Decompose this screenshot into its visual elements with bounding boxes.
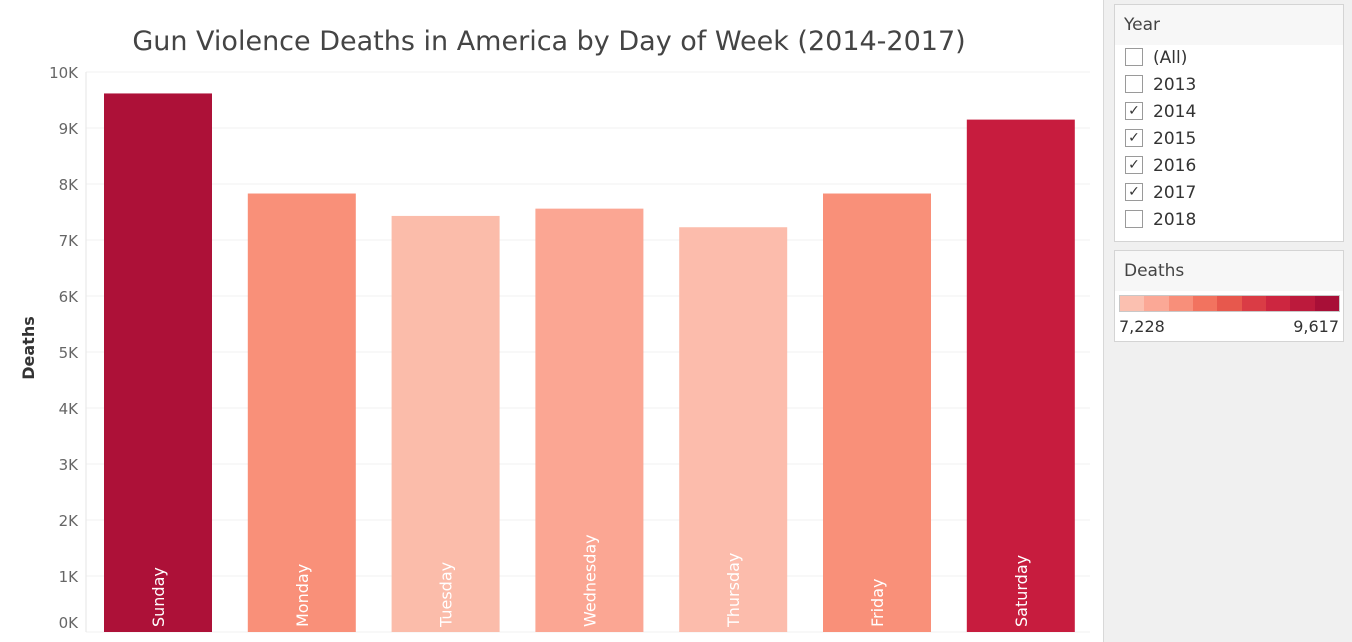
color-swatch — [1217, 296, 1242, 311]
year-filter-card: Year (All) 2013 ✓ 2014 ✓ 2015 ✓ 2016 ✓ 2017 2018 — [1114, 4, 1344, 242]
y-axis-ticks: 0K 1K 2K 3K 4K 5K 6K 7K 8K 9K 10K — [49, 64, 79, 632]
bar-saturday[interactable] — [966, 119, 1075, 633]
y-axis-label: Deaths — [19, 316, 38, 380]
color-swatch — [1120, 296, 1145, 311]
year-filter-item[interactable]: ✓ 2017 — [1115, 180, 1343, 207]
y-tick-label: 2K — [59, 512, 80, 530]
deaths-color-legend: Deaths 7,228 9,617 — [1114, 250, 1344, 342]
year-filter-item[interactable]: (All) — [1115, 45, 1343, 72]
color-legend-title: Deaths — [1115, 251, 1343, 291]
color-swatch — [1314, 296, 1339, 311]
color-swatch — [1168, 296, 1193, 311]
bar-monday[interactable] — [247, 193, 356, 632]
filter-panel: Year (All) 2013 ✓ 2014 ✓ 2015 ✓ 2016 ✓ 2017 2018 D… — [1103, 0, 1352, 642]
color-ramp — [1119, 295, 1340, 312]
checkbox-checked[interactable]: ✓ — [1125, 129, 1143, 147]
y-tick-label: 6K — [59, 288, 80, 306]
y-tick-label: 9K — [59, 120, 80, 138]
bar-label-saturday: Saturday — [1012, 555, 1031, 627]
checkbox-checked[interactable]: ✓ — [1125, 183, 1143, 201]
checkbox-unchecked[interactable] — [1125, 210, 1143, 228]
bar-chart: Gun Violence Deaths in America by Day of… — [19, 26, 1090, 633]
color-swatch — [1265, 296, 1291, 311]
year-filter-item[interactable]: ✓ 2014 — [1115, 99, 1343, 126]
year-filter-label: 2014 — [1153, 102, 1197, 122]
year-filter-item[interactable]: 2018 — [1115, 207, 1343, 234]
chart-title: Gun Violence Deaths in America by Day of… — [132, 26, 965, 57]
y-tick-label: 10K — [49, 64, 79, 82]
color-swatch — [1144, 296, 1169, 311]
y-tick-label: 0K — [59, 614, 80, 632]
bar-label-friday: Friday — [868, 579, 887, 628]
year-filter-label: 2013 — [1153, 75, 1197, 95]
year-filter-item[interactable]: ✓ 2015 — [1115, 126, 1343, 153]
bar-friday[interactable] — [823, 193, 931, 632]
year-filter-label: 2018 — [1153, 210, 1197, 230]
bar-wednesday[interactable] — [535, 208, 644, 632]
checkbox-checked[interactable]: ✓ — [1125, 156, 1143, 174]
chart-area: Gun Violence Deaths in America by Day of… — [19, 26, 1090, 633]
checkbox-unchecked[interactable] — [1125, 48, 1143, 66]
year-filter-title: Year — [1115, 5, 1343, 45]
y-tick-label: 7K — [59, 232, 80, 250]
y-tick-label: 8K — [59, 176, 80, 194]
bar-sunday[interactable] — [104, 93, 212, 632]
bar-tuesday[interactable] — [391, 215, 500, 633]
y-tick-label: 4K — [59, 400, 80, 418]
y-tick-label: 5K — [59, 344, 80, 362]
year-filter-label: 2015 — [1153, 129, 1197, 149]
y-tick-label: 1K — [59, 568, 80, 586]
bar-label-tuesday: Tuesday — [437, 562, 456, 628]
bar-label-thursday: Thursday — [724, 553, 743, 628]
year-filter-list: (All) 2013 ✓ 2014 ✓ 2015 ✓ 2016 ✓ 2017 2018 — [1115, 45, 1343, 234]
bar-thursday[interactable] — [679, 227, 788, 632]
bar-category-labels: Sunday Monday Tuesday Wednesday Thursday Frid… — [149, 534, 1031, 628]
bar-label-monday: Monday — [293, 564, 312, 627]
color-swatch — [1241, 296, 1266, 311]
y-tick-label: 3K — [59, 456, 80, 474]
color-swatch — [1290, 296, 1315, 311]
year-filter-label: 2017 — [1153, 183, 1197, 203]
year-filter-item[interactable]: 2013 — [1115, 72, 1343, 99]
bar-label-wednesday: Wednesday — [580, 534, 599, 627]
year-filter-label: 2016 — [1153, 156, 1197, 176]
color-legend-min: 7,228 — [1119, 317, 1165, 336]
color-swatch — [1192, 296, 1218, 311]
checkbox-checked[interactable]: ✓ — [1125, 102, 1143, 120]
color-legend-max: 9,617 — [1293, 317, 1339, 336]
bar-label-sunday: Sunday — [149, 567, 168, 627]
bars — [104, 93, 1075, 633]
year-filter-label: (All) — [1153, 48, 1188, 68]
year-filter-item[interactable]: ✓ 2016 — [1115, 153, 1343, 180]
checkbox-unchecked[interactable] — [1125, 75, 1143, 93]
